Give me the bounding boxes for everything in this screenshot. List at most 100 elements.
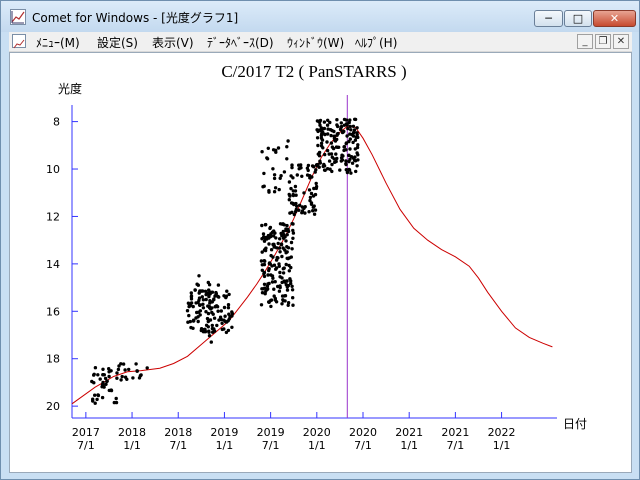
observation-point: [291, 296, 295, 300]
observation-point: [317, 150, 322, 155]
y-tick-label: 12: [46, 210, 60, 223]
observation-point: [329, 141, 334, 145]
observation-point: [189, 297, 194, 301]
observation-point: [215, 323, 219, 328]
observation-point: [198, 289, 202, 293]
observation-point: [219, 309, 223, 313]
observation-point: [342, 123, 347, 127]
mdi-close-button[interactable]: ✕: [613, 34, 629, 49]
observation-point: [101, 380, 105, 385]
observation-point: [268, 225, 273, 230]
observation-point: [206, 311, 211, 316]
observation-point: [329, 133, 333, 138]
observation-point: [266, 287, 270, 291]
observation-point: [356, 158, 360, 162]
menu-item-settings[interactable]: 設定(S): [97, 36, 138, 50]
observation-point: [207, 334, 212, 338]
observation-point: [226, 306, 231, 310]
observation-point: [262, 286, 267, 290]
observation-point: [259, 259, 264, 263]
observation-point: [204, 310, 208, 314]
close-button[interactable]: ✕: [593, 10, 636, 27]
observation-point: [353, 117, 358, 122]
observation-point: [285, 233, 289, 237]
observation-point: [263, 223, 268, 227]
observation-point: [274, 236, 278, 240]
menu-item-view[interactable]: 表示(V): [152, 36, 194, 50]
observation-point: [191, 318, 196, 322]
observation-point: [212, 316, 217, 320]
menu-item-database[interactable]: ﾃﾞｰﾀﾍﾞｰｽ(D): [207, 36, 274, 50]
observation-point: [284, 283, 288, 287]
observation-point: [351, 140, 355, 145]
observation-point: [328, 120, 332, 125]
observation-point: [309, 201, 314, 205]
observation-point: [310, 175, 314, 179]
observation-point: [95, 397, 99, 402]
x-tick-year: 2018: [118, 426, 146, 439]
observation-point: [281, 222, 285, 226]
observation-point: [205, 316, 210, 321]
observation-point: [278, 176, 282, 180]
observation-point: [274, 300, 279, 304]
observation-point: [208, 301, 212, 305]
menu-item-help[interactable]: ﾍﾙﾌﾟ(H): [355, 36, 398, 50]
observation-point: [317, 120, 322, 125]
observation-point: [208, 292, 212, 296]
observation-point: [348, 137, 352, 141]
minimize-button[interactable]: ─: [534, 10, 563, 27]
ticks: 810121416182020177/120181/120187/120191/…: [46, 116, 516, 452]
mdi-restore-button[interactable]: ❐: [595, 34, 611, 49]
chart-icon: [10, 9, 26, 25]
observation-point: [265, 284, 270, 288]
observation-point: [313, 192, 318, 197]
observation-point: [312, 212, 317, 216]
observation-point: [332, 129, 336, 134]
menu-item-menu[interactable]: ﾒﾆｭｰ(M): [36, 36, 80, 50]
minimize-icon: ─: [545, 12, 552, 25]
observation-point: [348, 157, 352, 161]
observation-point: [272, 190, 277, 194]
observation-point: [280, 254, 284, 259]
observation-point: [262, 171, 266, 176]
observation-point: [335, 133, 339, 137]
observation-point: [291, 231, 296, 235]
maximize-button[interactable]: □: [564, 10, 592, 27]
observation-point: [289, 281, 293, 286]
observation-point: [325, 167, 330, 171]
observation-point: [300, 209, 305, 213]
observation-point: [208, 318, 213, 322]
observation-point: [285, 223, 289, 228]
observation-point: [119, 362, 123, 366]
light-curve-chart: C/2017 T2 ( PanSTARRS ) 光度 日付 8 10 12 14 16 1…: [46, 62, 587, 452]
title-bar[interactable]: Comet for Windows - [光度グラフ1] ─ □ ✕: [1, 1, 639, 32]
observation-point: [186, 301, 191, 305]
observation-point: [207, 294, 211, 299]
document-icon[interactable]: [12, 34, 26, 49]
observation-point: [109, 369, 113, 373]
observation-point: [330, 169, 334, 174]
observation-point: [319, 136, 324, 140]
observation-point: [262, 262, 267, 267]
menu-item-window[interactable]: ｳｨﾝﾄﾞｳ(W): [287, 36, 345, 50]
observation-point: [272, 173, 277, 177]
observation-point: [191, 326, 195, 330]
observation-point: [262, 239, 267, 243]
observation-point: [328, 128, 333, 132]
observation-point: [90, 379, 94, 384]
observation-point: [317, 154, 322, 158]
y-tick-label: 20: [46, 400, 60, 413]
observation-point: [272, 176, 277, 181]
mdi-minimize-button[interactable]: _: [577, 34, 593, 49]
observation-point: [273, 280, 277, 284]
observation-point: [264, 289, 268, 293]
observation-point: [276, 146, 281, 150]
x-tick-date: 1/1: [123, 439, 141, 452]
observation-point: [335, 123, 339, 127]
observation-point: [285, 157, 289, 161]
observation-point: [204, 323, 209, 327]
observation-point: [278, 284, 282, 288]
observation-point: [222, 305, 227, 310]
observation-point: [93, 393, 97, 397]
observation-point: [187, 313, 191, 318]
